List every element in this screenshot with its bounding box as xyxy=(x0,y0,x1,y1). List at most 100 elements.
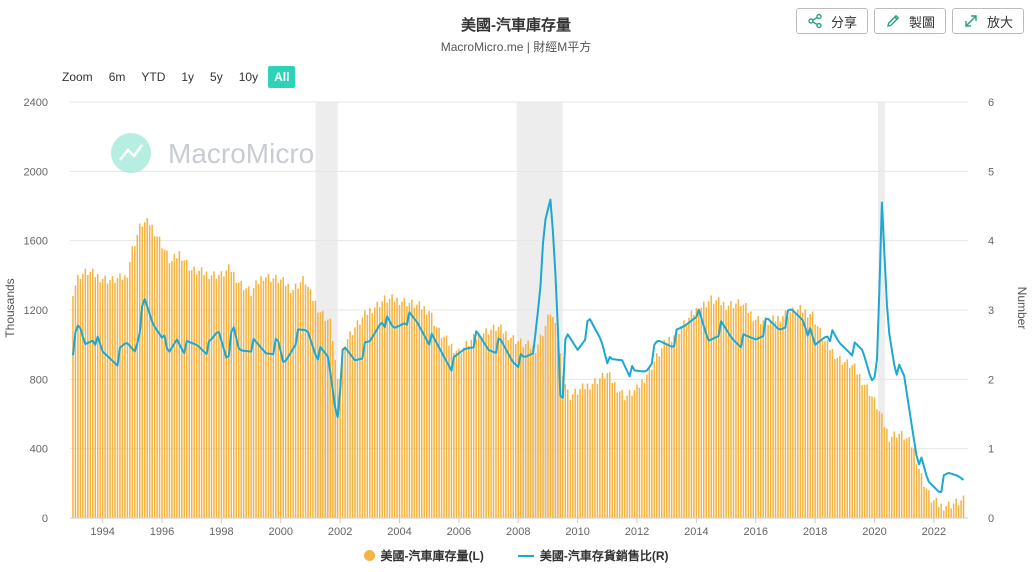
inventory-bar xyxy=(327,319,329,518)
inventory-bar xyxy=(502,333,505,518)
inventory-bar xyxy=(225,270,228,518)
range-button-10y[interactable]: 10y xyxy=(238,70,259,84)
inventory-bar xyxy=(411,299,413,518)
inventory-bar xyxy=(190,270,193,518)
inventory-bar xyxy=(908,437,910,518)
inventory-bar xyxy=(359,324,361,518)
inventory-bar xyxy=(106,283,109,518)
inventory-bar xyxy=(364,310,366,518)
inventory-bar xyxy=(277,282,280,518)
inventory-bar xyxy=(626,395,628,518)
inventory-bar xyxy=(235,282,238,518)
inventory-bar xyxy=(562,375,564,518)
inventory-bar xyxy=(176,258,178,518)
inventory-bar xyxy=(581,383,584,518)
inventory-bar xyxy=(769,321,772,518)
inventory-bar xyxy=(569,399,571,518)
inventory-bar xyxy=(745,303,747,518)
inventory-bar xyxy=(777,315,779,518)
inventory-bar xyxy=(762,320,764,518)
inventory-bar xyxy=(623,400,626,518)
inventory-bar xyxy=(289,292,292,518)
inventory-bar xyxy=(930,502,933,518)
inventory-bar xyxy=(784,310,787,518)
inventory-bar xyxy=(663,340,665,518)
inventory-bar xyxy=(618,391,621,518)
inventory-bar xyxy=(156,236,158,519)
expand-button[interactable]: 放大 xyxy=(951,8,1024,34)
range-button-1y[interactable]: 1y xyxy=(181,70,195,84)
inventory-bar xyxy=(604,378,606,518)
inventory-bar xyxy=(903,439,905,518)
inventory-bar xyxy=(213,271,215,518)
inventory-bar xyxy=(272,278,275,518)
x-tick-label: 2018 xyxy=(803,526,827,538)
inventory-bar xyxy=(460,353,463,518)
inventory-bar xyxy=(547,314,549,518)
inventory-bar xyxy=(242,290,245,518)
inventory-bar xyxy=(960,500,962,518)
inventory-bar xyxy=(430,312,433,518)
legend-item-inventory[interactable]: 美國-汽車庫存量(L) xyxy=(363,547,484,564)
inventory-bar xyxy=(74,285,77,518)
inventory-bar xyxy=(754,319,757,518)
inventory-bar xyxy=(99,282,101,518)
inventory-bar xyxy=(886,428,888,518)
range-button-5y[interactable]: 5y xyxy=(210,70,223,84)
y-left-tick-label: 2400 xyxy=(24,97,48,109)
inventory-bar xyxy=(888,441,891,518)
inventory-bar xyxy=(487,334,490,518)
inventory-bar xyxy=(428,311,430,518)
inventory-bar xyxy=(688,317,690,518)
inventory-bar xyxy=(153,236,156,519)
inventory-bar xyxy=(700,307,703,518)
range-button-ytd[interactable]: YTD xyxy=(141,70,166,84)
inventory-bar xyxy=(898,433,900,518)
inventory-bar xyxy=(193,266,195,518)
inventory-bar xyxy=(490,329,492,518)
inventory-bar xyxy=(438,327,440,518)
inventory-bar xyxy=(482,333,485,518)
inventory-bar xyxy=(747,312,750,518)
inventory-bar xyxy=(171,261,173,518)
inventory-bar xyxy=(680,327,683,518)
inventory-bar xyxy=(641,379,643,518)
inventory-bar xyxy=(245,288,247,518)
inventory-bar xyxy=(804,309,806,518)
inventory-bar xyxy=(690,310,693,518)
inventory-bar xyxy=(89,271,92,518)
ratio-line xyxy=(72,198,965,493)
inventory-bar xyxy=(455,350,458,518)
inventory-bar xyxy=(302,275,304,518)
inventory-bar xyxy=(312,300,314,518)
inventory-bar xyxy=(401,301,403,518)
inventory-bar xyxy=(552,317,554,518)
range-button-all[interactable]: All xyxy=(268,66,296,88)
make-chart-button[interactable]: 製圖 xyxy=(873,8,946,34)
y-left-tick-label: 800 xyxy=(30,374,48,386)
inventory-bar xyxy=(346,339,349,518)
inventory-bar xyxy=(173,253,176,518)
inventory-bar xyxy=(178,251,181,518)
inventory-bar xyxy=(119,273,121,518)
x-tick-label: 2006 xyxy=(447,526,471,538)
inventory-bar xyxy=(712,303,715,518)
y-right-tick-label: 3 xyxy=(988,305,994,317)
inventory-bar xyxy=(126,277,129,518)
range-button-6m[interactable]: 6m xyxy=(108,70,126,84)
inventory-bar xyxy=(472,333,475,518)
inventory-bar xyxy=(228,264,230,518)
inventory-bar xyxy=(656,353,658,518)
watermark-logo-chart-icon xyxy=(119,144,144,161)
legend-item-ratio[interactable]: 美國-汽車存貨銷售比(R) xyxy=(517,547,668,564)
inventory-bar xyxy=(260,276,262,518)
inventory-bar xyxy=(891,436,893,518)
inventory-bar xyxy=(433,325,435,518)
inventory-bar xyxy=(609,372,611,518)
inventory-bar xyxy=(314,300,317,518)
inventory-bar xyxy=(527,340,529,518)
inventory-bar xyxy=(138,223,141,519)
x-tick-label: 2014 xyxy=(684,526,708,538)
inventory-bar xyxy=(648,366,651,518)
share-button[interactable]: 分享 xyxy=(795,8,868,34)
